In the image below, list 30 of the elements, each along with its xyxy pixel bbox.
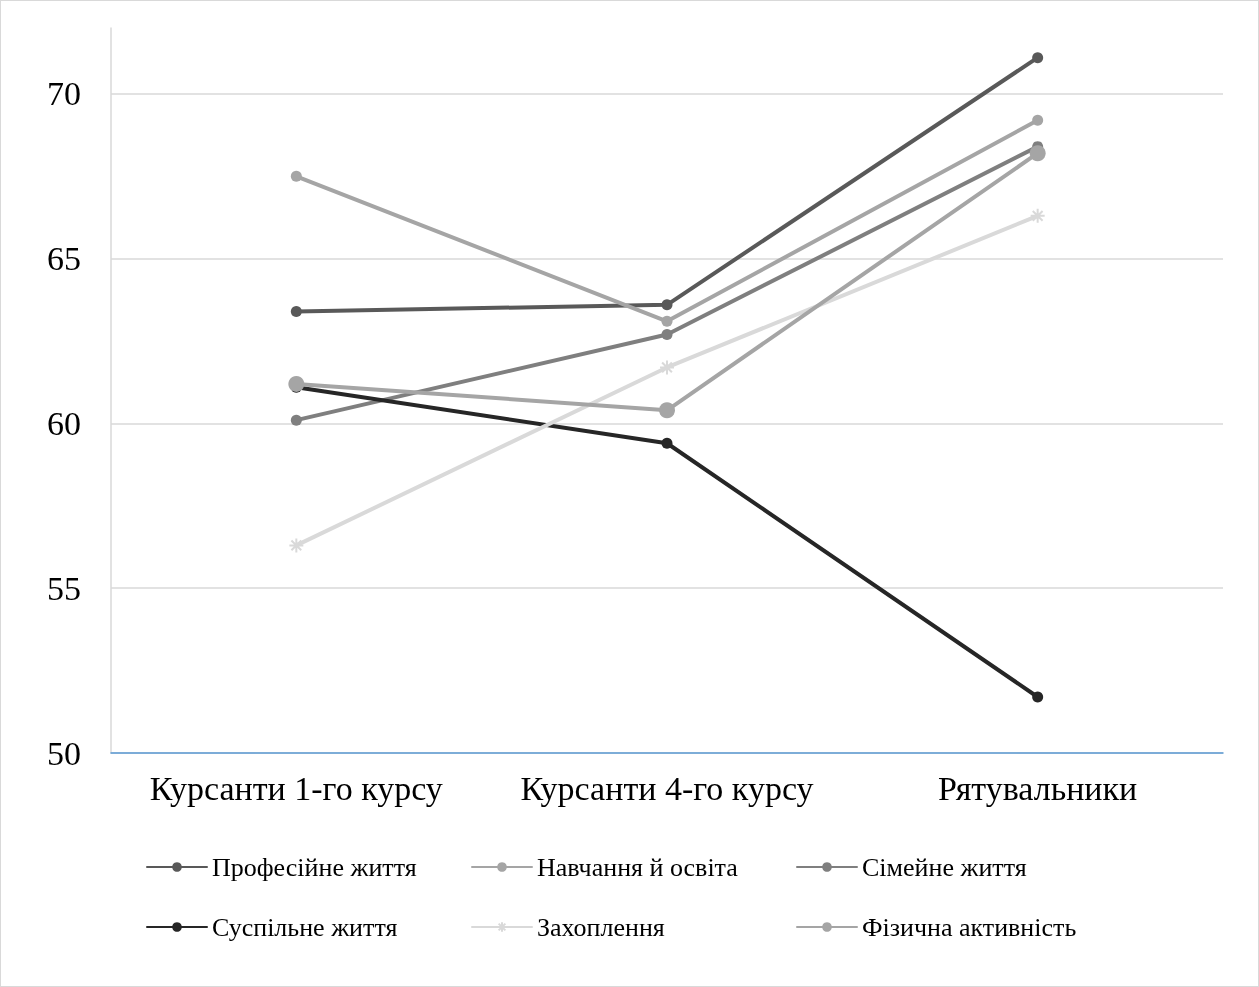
point <box>661 299 673 311</box>
legend-label: Сімейне життя <box>862 852 1027 882</box>
x-tick-label: Рятувальники <box>938 769 1138 807</box>
y-tick-label: 65 <box>47 240 81 278</box>
point <box>1032 691 1044 703</box>
point <box>290 170 302 182</box>
point <box>1029 207 1046 224</box>
point <box>661 437 673 449</box>
point <box>288 375 305 392</box>
legend-label: Фізична активність <box>862 912 1077 942</box>
y-tick-label: 60 <box>47 404 81 442</box>
legend-label: Навчання й освіта <box>537 852 739 882</box>
point <box>661 315 673 327</box>
point <box>1032 52 1044 64</box>
legend-label: Професійне життя <box>212 852 417 882</box>
point <box>1032 114 1044 126</box>
x-tick-label: Курсанти 1-го курсу <box>149 769 443 807</box>
legend-label: Захоплення <box>537 912 665 942</box>
point <box>659 359 675 376</box>
point <box>1029 145 1046 162</box>
y-tick-label: 50 <box>47 734 81 772</box>
y-tick-label: 70 <box>47 75 81 113</box>
point <box>290 414 302 426</box>
point <box>288 537 305 554</box>
x-tick-label: Курсанти 4-го курсу <box>520 769 814 807</box>
legend-label: Суспільне життя <box>212 912 398 942</box>
point <box>659 402 675 419</box>
point <box>290 305 302 317</box>
y-tick-label: 55 <box>47 569 81 607</box>
point <box>661 328 673 340</box>
